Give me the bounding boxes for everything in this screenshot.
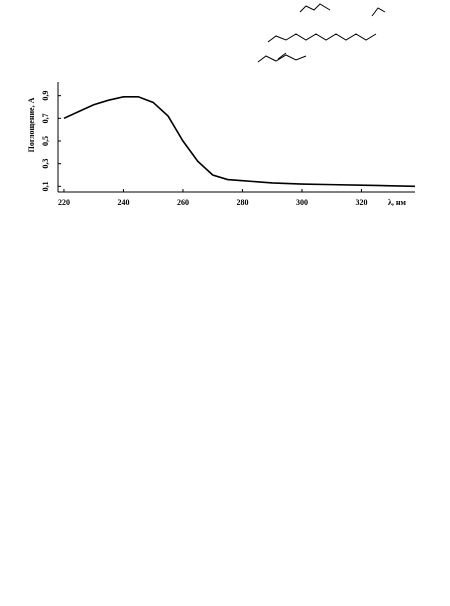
- molecule: [267, 33, 377, 43]
- x-tick-label: 320: [355, 198, 367, 207]
- y-tick-label: 0,5: [41, 136, 50, 146]
- x-tick-label: 300: [296, 198, 308, 207]
- x-axis-label: λ, нм: [388, 198, 407, 207]
- y-tick-label: 0,7: [41, 113, 50, 123]
- molecule: [257, 54, 307, 63]
- x-tick-label: 220: [58, 198, 70, 207]
- chart: Поглощение, А λ, нм: [27, 82, 415, 207]
- y-tick-label: 0,9: [41, 91, 50, 101]
- y-axis-label: Поглощение, А: [27, 97, 36, 152]
- y-tick-label: 0,3: [41, 159, 50, 169]
- molecule-sketches: [257, 3, 386, 63]
- x-tick-label: 240: [117, 198, 129, 207]
- molecule: [299, 3, 331, 13]
- x-tick-label: 260: [177, 198, 189, 207]
- data-line: [63, 96, 416, 188]
- y-tick-label: 0,1: [41, 181, 50, 191]
- double-bond: [277, 52, 287, 60]
- x-tick-label: 280: [236, 198, 248, 207]
- molecule: [371, 7, 386, 17]
